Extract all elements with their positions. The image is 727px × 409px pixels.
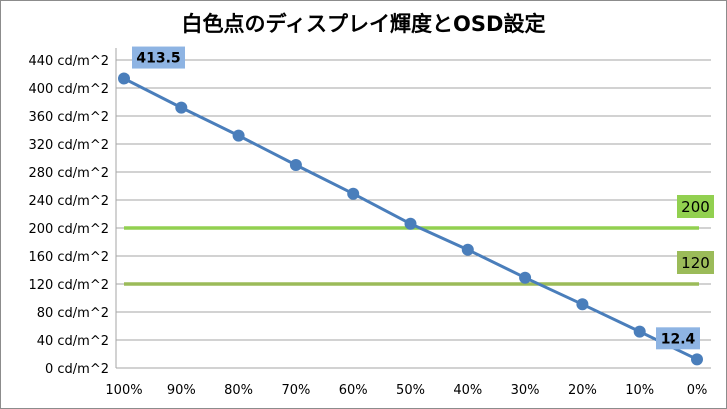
y-tick-label: 440 cd/m^2 <box>28 54 109 69</box>
data-point <box>347 187 360 200</box>
data-point <box>289 159 302 171</box>
y-tick-label: 40 cd/m^2 <box>37 334 109 349</box>
x-tick-label: 80% <box>224 383 253 398</box>
x-tick-label: 100% <box>105 383 142 398</box>
y-axis-ticks: 0 cd/m^2 40 cd/m^2 80 cd/m^2 120 cd/m^2 160 … <box>28 54 109 377</box>
y-tick-label: 160 cd/m^2 <box>28 250 109 265</box>
x-tick-label: 0% <box>687 383 708 398</box>
y-tick-label: 400 cd/m^2 <box>28 82 109 97</box>
series <box>118 72 703 366</box>
x-tick-label: 50% <box>396 383 425 398</box>
x-axis-ticks: 100% 90% 80% 70% 60% 50% 40% 30% 20% 10% 0% <box>105 383 707 398</box>
reference-label-box <box>677 195 714 218</box>
chart-title: 白色点のディスプレイ輝度とOSD設定 <box>181 12 546 36</box>
y-tick-label: 200 cd/m^2 <box>28 222 109 237</box>
y-tick-label: 240 cd/m^2 <box>28 194 109 209</box>
data-point <box>175 101 188 114</box>
data-point <box>691 353 703 366</box>
y-tick-label: 360 cd/m^2 <box>28 110 109 125</box>
x-tick-label: 20% <box>568 383 597 398</box>
reference-lines: 200 120 <box>124 195 714 286</box>
data-point <box>519 271 532 284</box>
x-tick-label: 90% <box>167 383 196 398</box>
data-point <box>633 325 646 338</box>
data-point <box>461 243 474 256</box>
data-point <box>404 217 417 230</box>
x-tick-label: 10% <box>625 383 654 398</box>
x-tick-label: 40% <box>453 383 482 398</box>
y-tick-label: 280 cd/m^2 <box>28 166 109 181</box>
y-tick-label: 80 cd/m^2 <box>37 306 109 321</box>
reference-label: 200 <box>681 198 710 216</box>
data-label-box <box>132 46 185 69</box>
data-point <box>576 298 589 311</box>
reference-label-box <box>677 251 714 274</box>
y-tick-label: 320 cd/m^2 <box>28 138 109 153</box>
gridlines <box>115 48 711 369</box>
y-tick-label: 120 cd/m^2 <box>28 278 109 293</box>
data-point <box>232 129 245 142</box>
data-label-box <box>656 327 700 350</box>
x-tick-label: 30% <box>511 383 540 398</box>
data-label: 12.4 <box>661 331 696 347</box>
data-point <box>118 72 130 85</box>
x-tick-label: 70% <box>281 383 310 398</box>
reference-label: 120 <box>681 254 710 272</box>
y-tick-label: 0 cd/m^2 <box>45 362 109 377</box>
data-labels: 413.5 12.4 <box>132 46 700 350</box>
x-tick-label: 60% <box>339 383 368 398</box>
data-label: 413.5 <box>136 51 180 67</box>
